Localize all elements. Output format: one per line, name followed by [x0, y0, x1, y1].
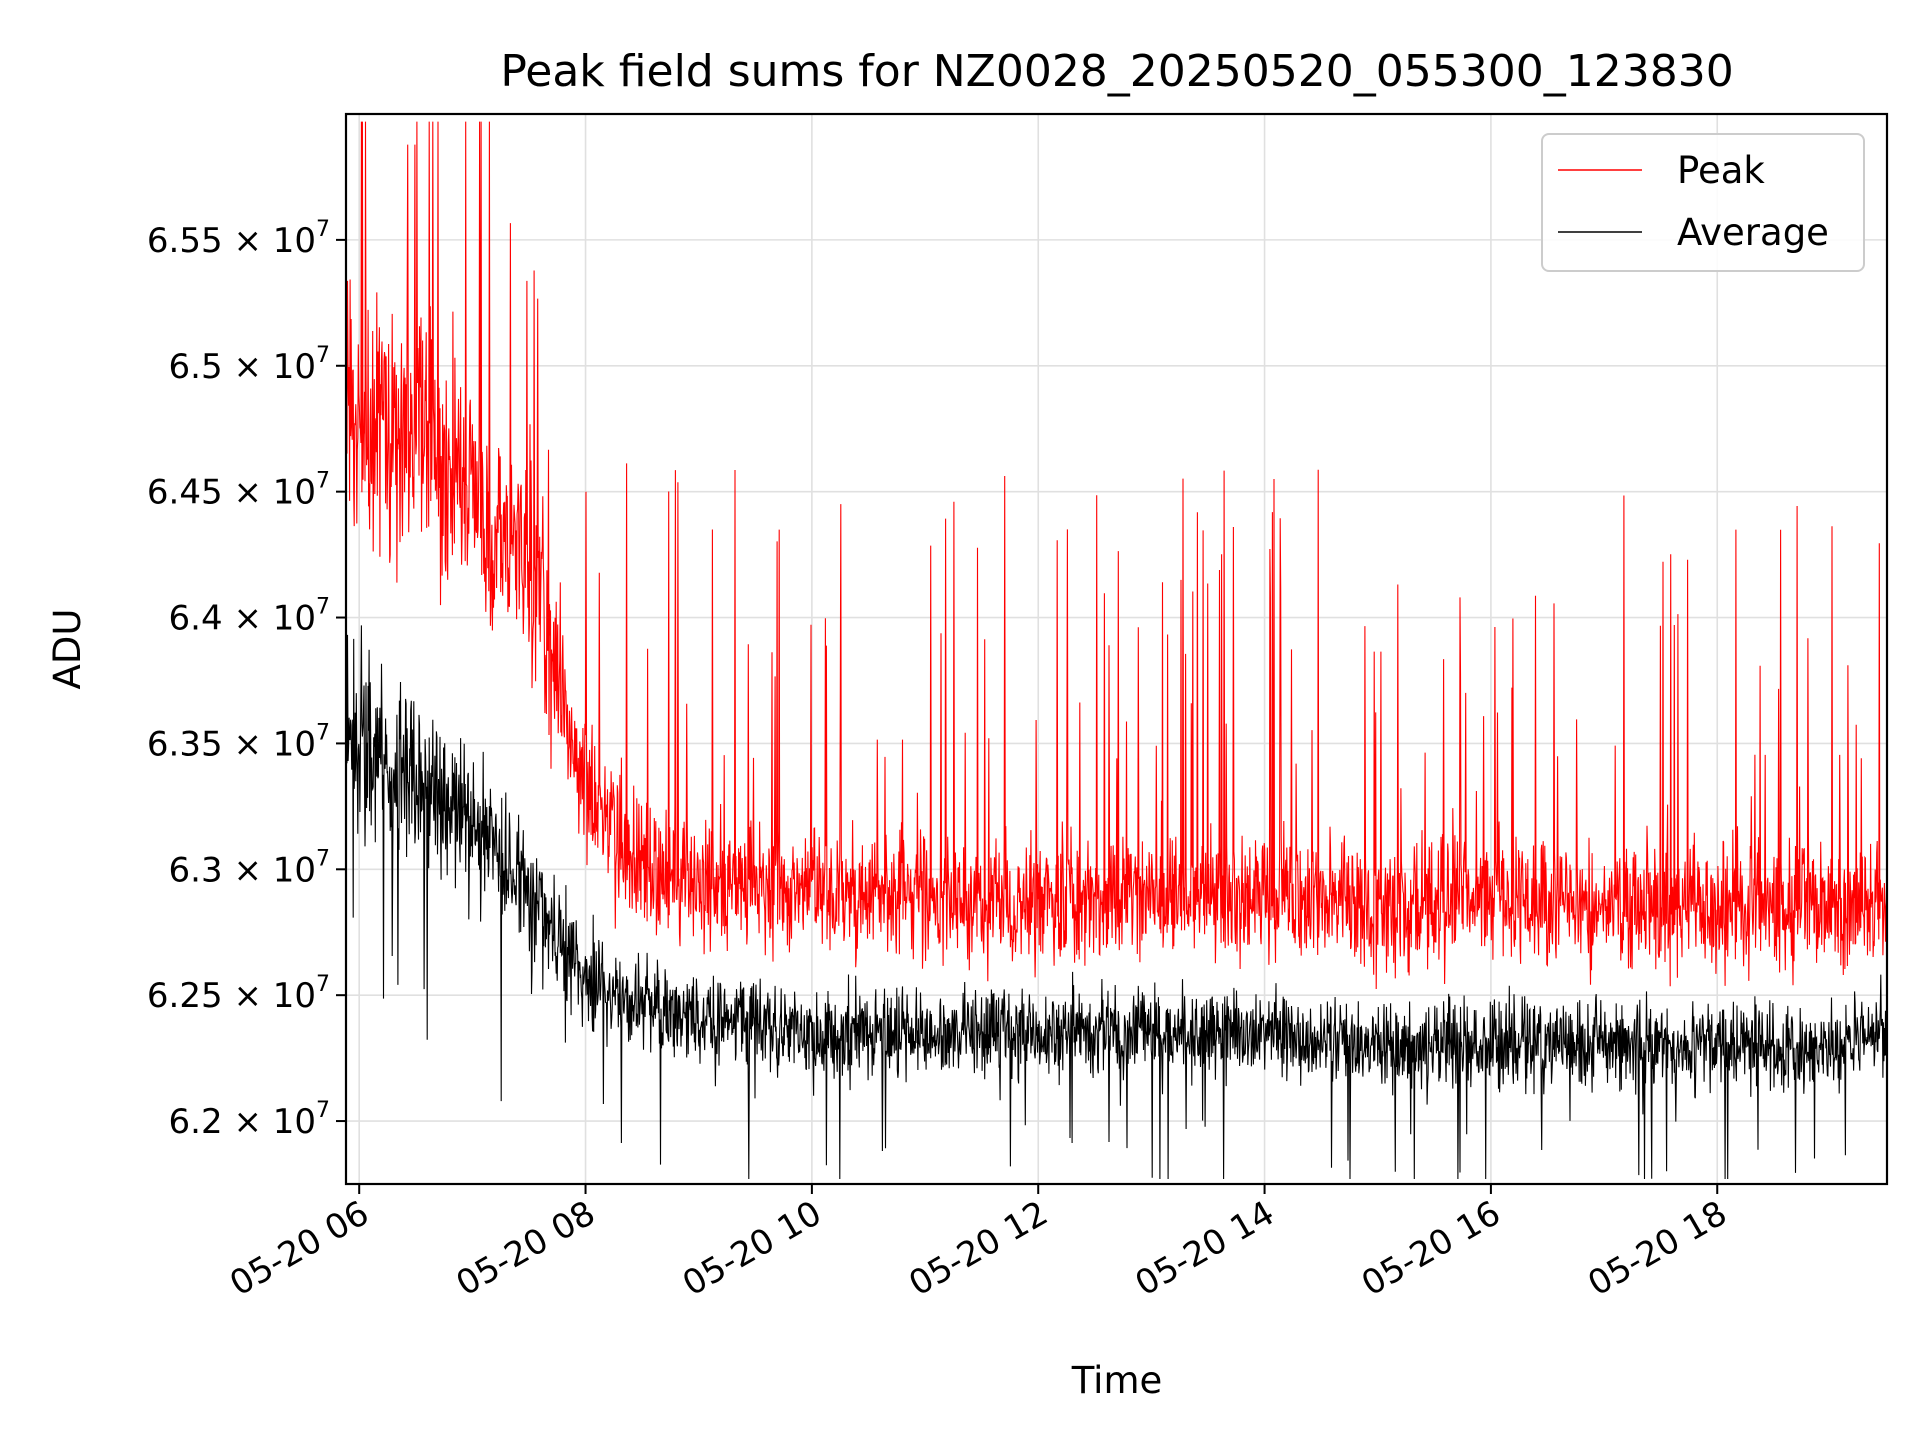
series-line-peak	[346, 121, 1887, 990]
y-tick-exponent: 7	[316, 595, 330, 620]
plot-frame	[344, 112, 1889, 1186]
y-tick-base: × 10	[233, 724, 316, 764]
y-tick-exponent: 7	[316, 469, 330, 494]
y-tick-mantissa: 6.2	[169, 1102, 234, 1142]
y-tick-mantissa: 6.3	[169, 850, 234, 890]
plot-series	[346, 121, 1887, 1180]
x-axis-title: Time	[1071, 1359, 1163, 1402]
y-axis-title: ADU	[46, 609, 89, 690]
y-tick-label: 6.35 × 107	[147, 720, 330, 764]
y-tick-mantissa: 6.45	[147, 473, 234, 513]
y-tick-base: × 10	[233, 599, 316, 639]
y-tick-label: 6.25 × 107	[147, 972, 330, 1016]
y-tick-exponent: 7	[316, 720, 330, 745]
y-tick-mantissa: 6.4	[169, 599, 234, 639]
series-line-average	[346, 625, 1887, 1180]
legend-box	[1541, 133, 1865, 272]
legend: Peak Average	[1541, 133, 1865, 272]
y-tick-base: × 10	[233, 347, 316, 387]
y-tick-label: 6.45 × 107	[147, 469, 330, 513]
y-tick-mantissa: 6.35	[147, 724, 234, 764]
y-tick-base: × 10	[233, 850, 316, 890]
y-tick-label: 6.5 × 107	[169, 343, 330, 387]
y-tick-label: 6.2 × 107	[169, 1098, 330, 1142]
y-tick-mantissa: 6.55	[147, 221, 234, 261]
y-tick-base: × 10	[233, 473, 316, 513]
y-tick-label: 6.4 × 107	[169, 595, 330, 639]
y-tick-label: 6.55 × 107	[147, 217, 330, 261]
y-tick-mantissa: 6.25	[147, 976, 234, 1016]
y-tick-base: × 10	[233, 221, 316, 261]
y-tick-label: 6.3 × 107	[169, 846, 330, 890]
y-tick-base: × 10	[233, 1102, 316, 1142]
y-tick-base: × 10	[233, 976, 316, 1016]
y-tick-exponent: 7	[316, 217, 330, 242]
legend-label-peak: Peak	[1677, 149, 1765, 192]
y-tick-mantissa: 6.5	[169, 347, 234, 387]
chart-title: Peak field sums for NZ0028_20250520_0553…	[500, 46, 1733, 97]
y-tick-exponent: 7	[316, 972, 330, 997]
y-tick-exponent: 7	[316, 846, 330, 871]
legend-label-average: Average	[1677, 211, 1829, 254]
y-tick-exponent: 7	[316, 343, 330, 368]
y-tick-exponent: 7	[316, 1098, 330, 1123]
